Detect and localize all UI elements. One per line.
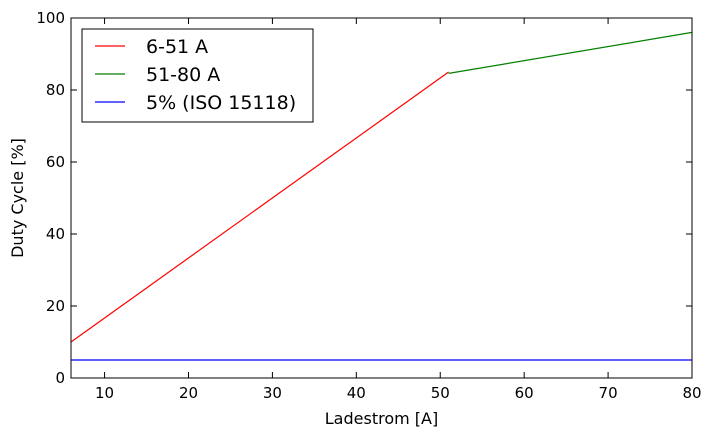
legend: 6-51 A 51-80 A 5% (ISO 15118) [81,28,314,123]
y-tick-label: 100 [36,9,65,27]
plot-frame [70,17,693,379]
x-tick-label: 60 [515,384,534,402]
ticks-layer: 10 20 30 40 50 60 70 80 0 20 40 60 80 100 [36,9,701,402]
y-axis-title: Duty Cycle [%] [8,138,27,258]
x-tick-label: 80 [682,384,701,402]
legend-label-1: 6-51 A [146,36,208,58]
series-layer [70,31,693,361]
y-tick-label: 20 [46,297,65,315]
x-tick-label: 70 [599,384,618,402]
y-tick-label: 0 [55,369,65,387]
x-tick-label: 50 [431,384,450,402]
x-axis-title: Ladestrom [A] [325,409,438,428]
legend-label-2: 51-80 A [146,64,220,86]
y-tick-label: 60 [46,153,65,171]
y-tick-label: 80 [46,81,65,99]
series-line-1 [70,71,449,343]
y-tick-label: 40 [46,225,65,243]
x-tick-label: 20 [179,384,198,402]
legend-box [81,28,314,123]
x-tick-label: 10 [95,384,114,402]
x-tick-label: 40 [347,384,366,402]
series-line-2 [448,31,693,74]
x-tick-label: 30 [263,384,282,402]
legend-label-3: 5% (ISO 15118) [146,92,296,114]
